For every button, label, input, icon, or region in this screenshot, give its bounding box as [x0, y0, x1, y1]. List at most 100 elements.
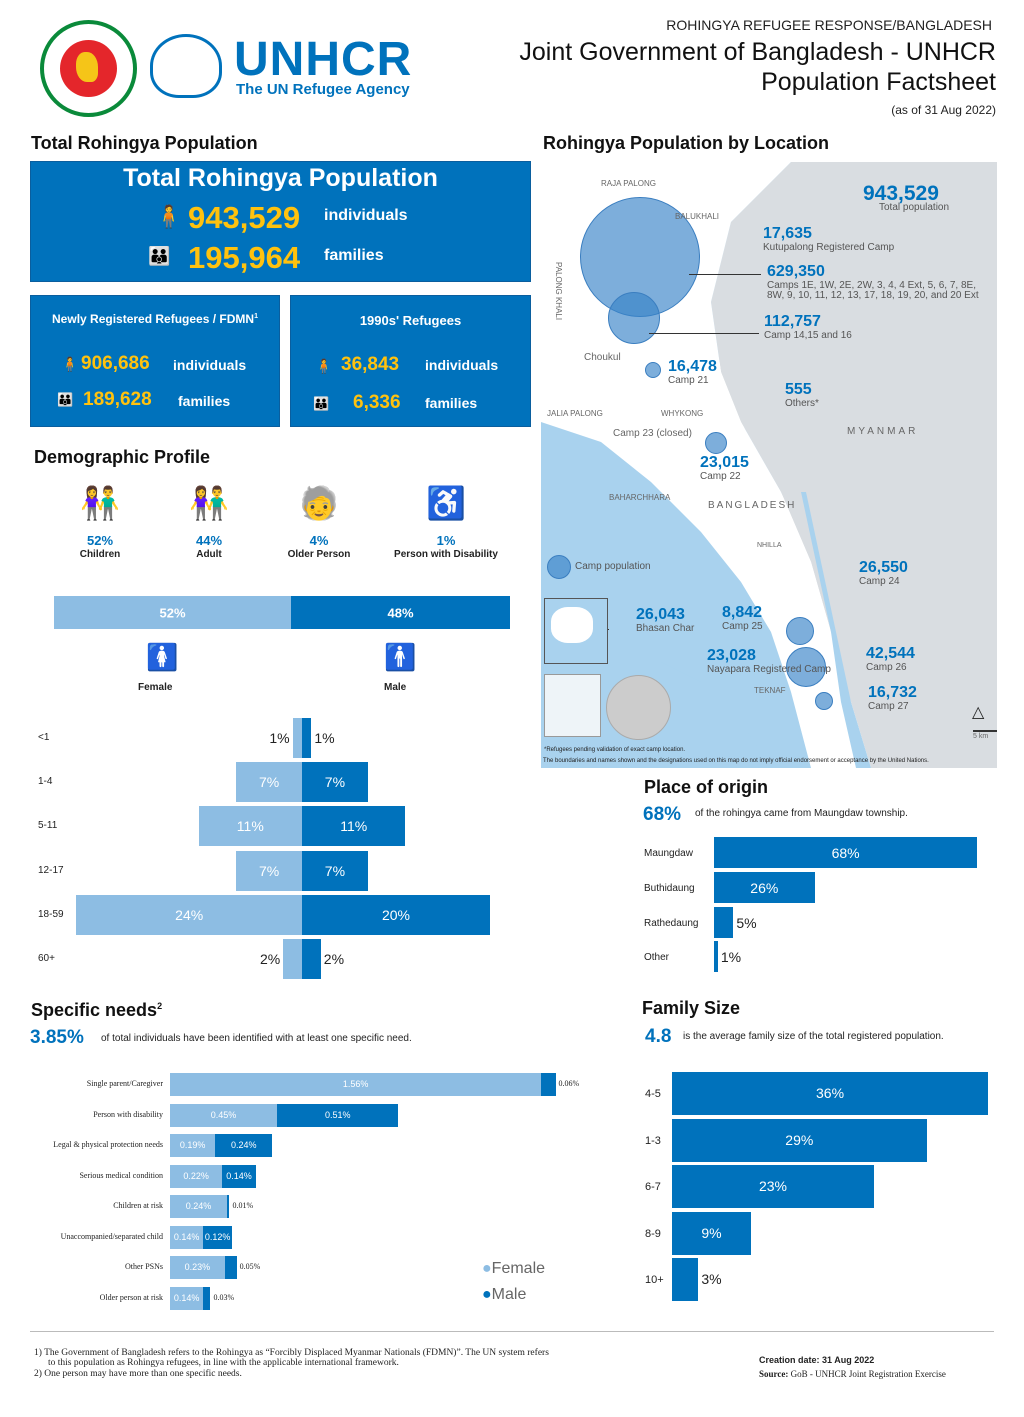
demographic-pct: 52%	[86, 533, 114, 548]
footnote-ref: 2	[157, 1001, 163, 1011]
family-size-bar	[672, 1072, 989, 1115]
need-label-male: 0.24%	[231, 1140, 257, 1150]
family-size-text: is the average family size of the total …	[683, 1031, 944, 1042]
pyramid-bar-male	[302, 939, 321, 979]
need-bar-male	[203, 1286, 211, 1310]
origin-value-label: 5%	[736, 914, 757, 931]
footer-divider	[30, 1331, 994, 1332]
need-category-label: Older person at risk	[99, 1292, 163, 1302]
pyramid-bar-male	[302, 762, 368, 803]
footnote-ref: 1	[254, 313, 258, 320]
north-arrow-icon: △	[972, 704, 985, 721]
section-title-demographic: Demographic Profile	[34, 447, 211, 467]
person-icon: 🧍	[61, 356, 79, 372]
family-size-value-label: 36%	[816, 1085, 845, 1101]
pyramid-bar-male	[302, 806, 406, 847]
pyramid-label-male: 2%	[323, 951, 345, 967]
demographic-label: Older Person	[287, 549, 351, 560]
family-icon: 👪	[57, 392, 74, 407]
need-label-female: 0.22%	[183, 1170, 209, 1181]
camp-callout-label: Camp 22	[700, 471, 741, 482]
section-title-family-size: Family Size	[642, 998, 741, 1018]
need-category-label: Single parent/Caregiver	[86, 1079, 163, 1088]
creation-date-value: 31 Aug 2022	[822, 1355, 875, 1365]
pyramid-label-female: 1%	[269, 730, 290, 746]
footnote-2: 2) One person may have more than one spe…	[34, 1369, 242, 1379]
map-note-2: The boundaries and names shown and the d…	[543, 758, 929, 764]
creation-date-label: Creation date:	[759, 1355, 820, 1365]
family-size-category-label: 8-9	[645, 1227, 661, 1240]
need-category-label: Serious medical condition	[79, 1170, 163, 1180]
section-title-total: Total Rohingya Population	[31, 133, 258, 153]
origin-category-label: Maungdaw	[644, 848, 693, 859]
pyramid-label-male: 1%	[314, 730, 335, 746]
legend-male: ●Male	[482, 1286, 526, 1304]
camp-callout-value: 8,842	[722, 604, 763, 621]
need-bar-female	[170, 1225, 204, 1249]
nineties-title: 1990s' Refugees	[359, 313, 462, 328]
age-group-label: 12-17	[38, 864, 64, 876]
children-icon: 👫	[80, 485, 120, 521]
need-bar-female	[170, 1164, 223, 1188]
source-value: GoB - UNHCR Joint Registration Exercise	[790, 1369, 946, 1379]
family-size-value-label: 3%	[701, 1271, 722, 1288]
camp-callout-label: Camp 21	[668, 375, 709, 386]
need-category-label: Unaccompanied/separated child	[60, 1231, 163, 1241]
family-size-bar	[672, 1165, 874, 1209]
person-icon: 🧍	[155, 204, 183, 229]
demographic-pct: 44%	[195, 533, 223, 548]
origin-text: of the rohingya came from Maungdaw towns…	[695, 808, 908, 819]
map-note-1: *Refugees pending validation of exact ca…	[544, 747, 686, 753]
origin-value-label: 26%	[750, 879, 779, 896]
need-bar-male	[215, 1134, 273, 1157]
pyramid-label-male: 7%	[324, 862, 346, 879]
female-pct: 52%	[159, 605, 186, 620]
older-person-icon: 🧓	[299, 485, 339, 521]
families-label: families	[324, 247, 384, 264]
camp-callout-value: 26,550	[859, 559, 908, 576]
pyramid-bar-female	[198, 806, 302, 847]
pyramid-label-female: 7%	[258, 774, 280, 791]
pyramid-bar-female	[283, 939, 302, 979]
bangladesh-inset	[544, 674, 601, 737]
unhcr-tagline: The UN Refugee Agency	[236, 81, 410, 98]
creation-date: Creation date: 31 Aug 2022	[759, 1355, 874, 1365]
individuals-label: individuals	[425, 357, 499, 373]
legend-camp-circle	[547, 555, 571, 579]
camp-callout-value: 17,635	[763, 225, 812, 242]
pyramid-bar-female	[292, 718, 302, 758]
camp-callout-label: Camp 24	[859, 576, 900, 587]
legend-male-swatch: ●	[482, 1286, 492, 1303]
family-size-value-label: 23%	[758, 1178, 787, 1195]
need-bar-female	[170, 1134, 216, 1157]
place-jalia-palong: JALIA PALONG	[547, 409, 603, 418]
place-palong-khali: PALONG KHALI	[554, 262, 563, 321]
origin-category-label: Buthidaung	[644, 882, 695, 894]
family-icon: 👪	[313, 396, 330, 411]
pyramid-bar-female	[236, 762, 302, 803]
bhasan-char-inset	[544, 598, 608, 664]
section-title-specific-needs: Specific needs2	[31, 1000, 162, 1021]
camp-callout-label: Kutupalong Registered Camp	[763, 242, 895, 253]
demographic-pct: 1%	[436, 533, 456, 548]
total-box-title: Total Rohingya Population	[123, 164, 438, 192]
camp-callout-label: Camp 27	[868, 701, 909, 712]
origin-bar	[714, 837, 978, 868]
need-bar-male	[541, 1073, 556, 1096]
origin-bar	[714, 941, 718, 973]
pyramid-label-female: 7%	[258, 862, 280, 879]
legend-female-swatch: ●	[482, 1260, 492, 1277]
need-label-female: 0.14%	[173, 1231, 200, 1242]
age-group-label: <1	[38, 732, 50, 743]
place-nhilla: NHILLA	[757, 542, 782, 549]
pyramid-label-male: 7%	[324, 774, 346, 791]
individuals-label: individuals	[173, 357, 247, 373]
need-bar-female	[170, 1286, 204, 1310]
camp-callout-value: 555	[785, 381, 812, 398]
female-label: Female	[138, 682, 173, 693]
place-myanmar: MYANMAR	[847, 426, 919, 437]
need-bar-female	[170, 1256, 225, 1279]
location-map: △ 5 km RAJA PALONG PALONG KHALI BALUKHAL…	[541, 162, 997, 768]
adult-icon: 👫	[189, 485, 229, 521]
pyramid-label-female: 11%	[236, 818, 264, 835]
